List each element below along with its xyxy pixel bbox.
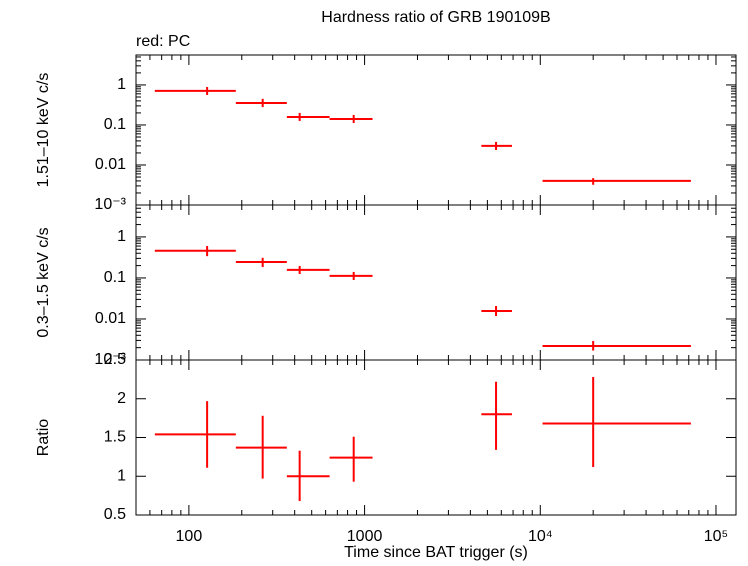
subtitle: red: PC (136, 33, 190, 50)
x-tick-label: 1000 (347, 528, 383, 545)
x-tick-label: 10⁴ (528, 528, 553, 545)
y-tick-label: 10⁻³ (94, 351, 126, 368)
y-axis-label: 0.3–1.5 keV c/s (35, 227, 52, 337)
y-tick-label: 1.5 (104, 429, 126, 446)
y-tick-label: 10⁻³ (94, 196, 126, 213)
y-tick-label: 0.1 (104, 269, 126, 286)
plot-frame (135, 54, 737, 206)
y-tick-label: 1 (117, 76, 126, 93)
y-tick-label: 2 (117, 390, 126, 407)
y-tick-label: 0.1 (104, 116, 126, 133)
x-tick-label: 100 (176, 528, 203, 545)
chart-title: Hardness ratio of GRB 190109B (321, 9, 550, 26)
y-tick-label: 2.5 (104, 351, 126, 368)
plot-frame (135, 204, 737, 361)
x-tick-label: 10⁵ (704, 528, 728, 545)
y-axis-label: 1.51–10 keV c/s (35, 73, 52, 188)
y-tick-label: 1 (117, 228, 126, 245)
y-tick-label: 1 (117, 467, 126, 484)
x-axis-label: Time since BAT trigger (s) (344, 544, 528, 561)
y-tick-label: 0.5 (104, 506, 126, 523)
y-tick-label: 0.01 (95, 156, 126, 173)
plot-frame (135, 359, 737, 516)
y-tick-label: 0.01 (95, 310, 126, 327)
y-axis-label: Ratio (35, 419, 52, 456)
